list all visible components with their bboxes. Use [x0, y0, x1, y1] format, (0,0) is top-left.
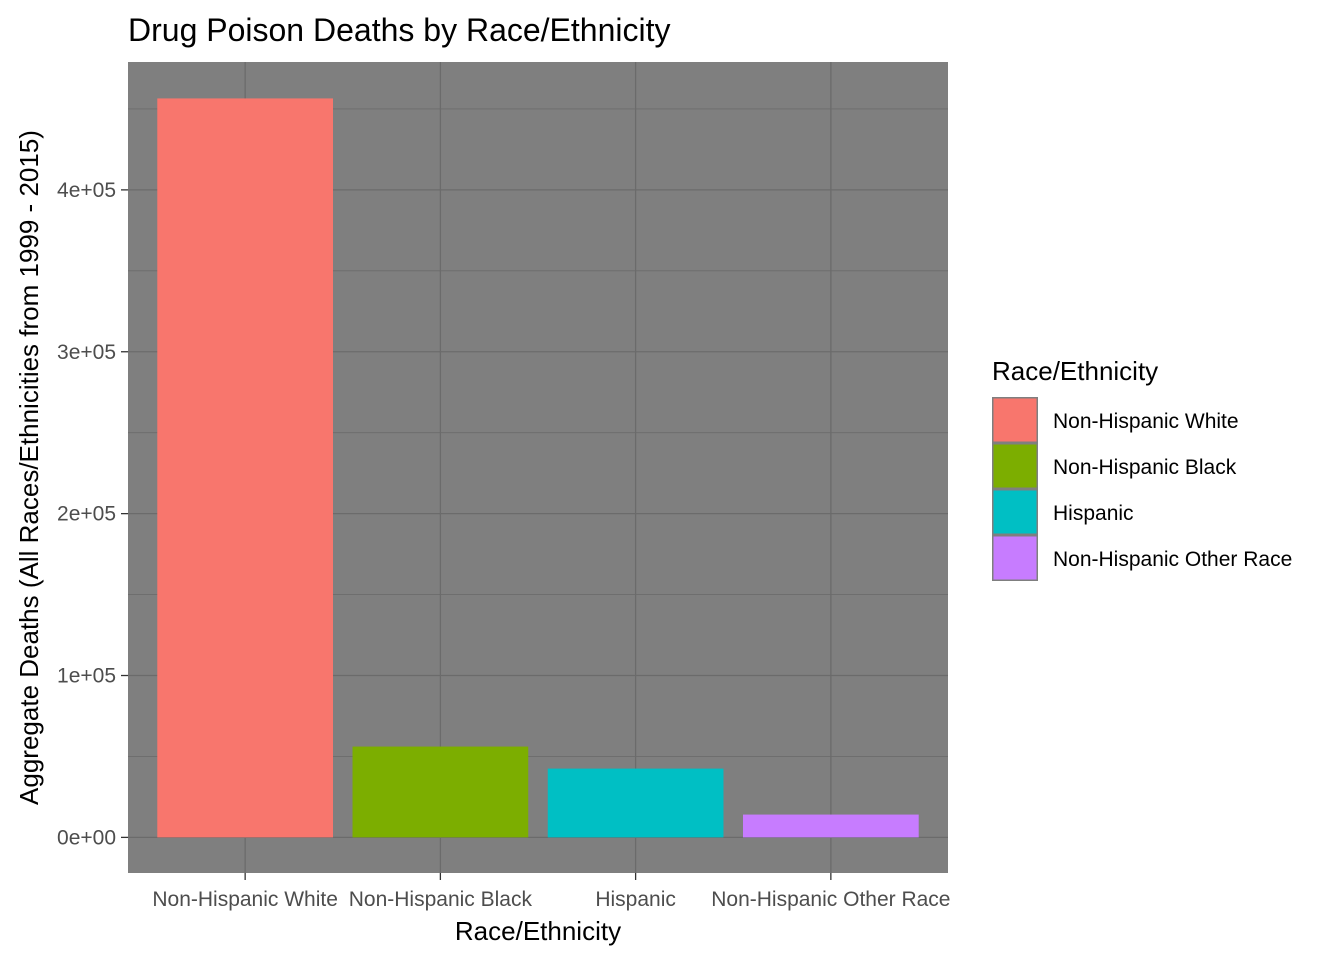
legend-label: Hispanic: [1053, 502, 1134, 525]
y-tick-label: 3e+05: [57, 341, 116, 364]
x-tick-label: Non-Hispanic Black: [349, 888, 533, 911]
chart-title: Drug Poison Deaths by Race/Ethnicity: [128, 12, 670, 48]
legend-label: Non-Hispanic Other Race: [1053, 548, 1292, 571]
legend-key: [993, 490, 1037, 534]
bar: [352, 746, 529, 838]
x-tick-label: Hispanic: [595, 888, 676, 911]
y-axis-ticks: 0e+00 1e+05 2e+05 3e+05 4e+05: [57, 179, 128, 849]
y-axis-title: Aggregate Deaths (All Races/Ethnicities …: [14, 130, 44, 805]
x-tick-label: Non-Hispanic White: [152, 888, 338, 911]
bar: [157, 98, 333, 838]
x-tick-label: Non-Hispanic Other Race: [711, 888, 950, 911]
bars: [157, 98, 919, 838]
legend-label: Non-Hispanic White: [1053, 410, 1239, 433]
legend-key: [993, 444, 1037, 488]
y-tick-label: 2e+05: [57, 503, 116, 526]
bar: [547, 768, 724, 838]
y-tick-label: 1e+05: [57, 665, 116, 688]
legend-label: Non-Hispanic Black: [1053, 456, 1237, 479]
y-tick-label: 4e+05: [57, 179, 116, 202]
legend-entries: Non-Hispanic White Non-Hispanic Black Hisp…: [992, 397, 1292, 581]
x-axis-title: Race/Ethnicity: [455, 916, 621, 946]
x-axis-ticks: Non-Hispanic White Non-Hispanic Black Hisp…: [152, 873, 950, 911]
legend-key: [993, 398, 1037, 442]
y-tick-label: 0e+00: [57, 826, 116, 849]
legend-title: Race/Ethnicity: [992, 356, 1158, 386]
legend: Race/Ethnicity Non-Hispanic WhiteNon-His…: [992, 356, 1292, 581]
legend-key: [993, 536, 1037, 580]
bar: [743, 814, 919, 838]
